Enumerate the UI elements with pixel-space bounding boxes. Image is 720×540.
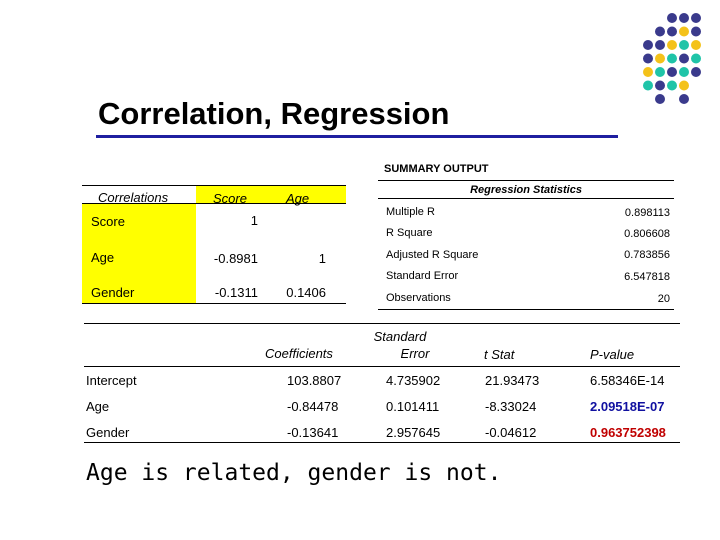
coef-row-label: Age xyxy=(86,399,110,414)
correlation-header-highlight xyxy=(196,186,346,204)
stat-label: Observations xyxy=(386,292,451,304)
p-value-highlighted: 0.963752398 xyxy=(590,425,666,440)
se-value: 2.957645 xyxy=(386,425,441,440)
correlation-cell: -0.8981 xyxy=(213,251,258,266)
decorative-dot xyxy=(655,94,665,104)
correlation-top-rule xyxy=(82,185,346,186)
stat-label: Multiple R xyxy=(386,206,435,218)
coef-value: -0.84478 xyxy=(287,399,339,414)
stat-value: 0.783856 xyxy=(624,249,670,261)
correlation-cell: 1 xyxy=(250,213,258,228)
regstats-top-rule xyxy=(378,180,674,181)
coef-value: 103.8807 xyxy=(287,373,342,388)
coef-header: Standard xyxy=(373,329,427,344)
se-value: 0.101411 xyxy=(386,399,440,414)
correlation-corner: Correlations xyxy=(98,190,169,205)
coef-top-rule xyxy=(84,323,680,324)
t-value: -0.04612 xyxy=(485,425,537,440)
correlation-cell: -0.1311 xyxy=(214,285,258,300)
decorative-dot xyxy=(667,13,677,23)
decorative-dot xyxy=(643,67,653,77)
decorative-dot xyxy=(643,80,653,91)
decorative-dot xyxy=(691,67,701,77)
decorative-dot xyxy=(667,40,677,50)
correlation-row-label: Gender xyxy=(91,285,135,300)
correlation-header-rule xyxy=(82,203,346,204)
slide-title: Correlation, Regression xyxy=(98,96,450,131)
t-value: -8.33024 xyxy=(485,399,537,414)
coef-row-label: Gender xyxy=(86,425,130,440)
coef-row-label: Intercept xyxy=(86,373,137,388)
stat-label: Standard Error xyxy=(386,270,459,282)
coef-header: Error xyxy=(400,346,430,361)
decorative-dot xyxy=(679,13,689,23)
decorative-dot xyxy=(679,26,689,37)
se-value: 4.735902 xyxy=(386,373,441,388)
stat-value: 0.806608 xyxy=(624,228,670,240)
correlation-row-label: Age xyxy=(91,250,115,265)
correlation-bottom-rule xyxy=(82,303,346,304)
coef-header: Coefficients xyxy=(265,346,333,361)
summary-output-heading: SUMMARY OUTPUT xyxy=(384,163,489,175)
decorative-dot xyxy=(667,26,677,37)
decorative-dot xyxy=(655,53,665,64)
stat-label: R Square xyxy=(386,227,433,239)
decorative-dot xyxy=(655,26,665,37)
title-underline xyxy=(96,135,618,138)
decorative-dot xyxy=(679,94,689,104)
t-value: 21.93473 xyxy=(485,373,540,388)
correlation-cell: 1 xyxy=(318,251,326,266)
decorative-dot xyxy=(679,40,689,50)
decorative-dot xyxy=(679,80,689,91)
decorative-dot-grid xyxy=(643,13,701,104)
decorative-dot xyxy=(679,67,689,77)
coef-header-rule xyxy=(84,366,680,367)
decorative-dot xyxy=(691,40,701,50)
p-value: 6.58346E-14 xyxy=(590,373,665,388)
decorative-dot xyxy=(679,53,689,64)
coef-bottom-rule xyxy=(84,442,680,443)
correlation-col-header: Age xyxy=(286,191,310,206)
conclusion-caption: Age is related, gender is not. xyxy=(86,460,502,486)
stat-value: 0.898113 xyxy=(624,207,670,219)
decorative-dot xyxy=(667,80,677,91)
coef-value: -0.13641 xyxy=(287,425,339,440)
decorative-dot xyxy=(643,40,653,50)
decorative-dot xyxy=(655,80,665,91)
decorative-dot xyxy=(691,26,701,37)
correlation-cell: 0.1406 xyxy=(286,285,326,300)
decorative-dot xyxy=(655,67,665,77)
decorative-dot xyxy=(643,53,653,64)
p-value-highlighted: 2.09518E-07 xyxy=(590,399,665,414)
coef-header: t Stat xyxy=(484,347,515,362)
regression-statistics-heading: Regression Statistics xyxy=(470,184,582,196)
correlation-label-highlight xyxy=(82,203,196,303)
correlation-row-label: Score xyxy=(91,214,125,229)
decorative-dot xyxy=(691,13,701,23)
decorative-dot xyxy=(667,67,677,77)
stat-value: 20 xyxy=(657,293,670,305)
decorative-dot xyxy=(691,53,701,64)
regstats-header-rule xyxy=(378,198,674,199)
correlation-col-header: Score xyxy=(213,191,247,206)
stat-value: 6.547818 xyxy=(624,271,670,283)
regstats-bottom-rule xyxy=(378,309,674,310)
decorative-dot xyxy=(655,40,665,50)
decorative-dot xyxy=(667,53,677,64)
stat-label: Adjusted R Square xyxy=(386,249,479,261)
coef-header: P-value xyxy=(590,347,635,362)
